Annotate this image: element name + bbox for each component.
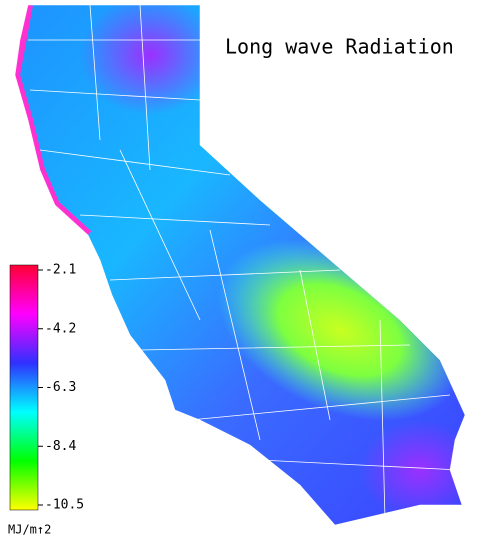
colorbar-label: MJ/m↑2 xyxy=(8,523,51,537)
colorbar-tick-label: -6.3 xyxy=(45,380,76,395)
map-title: Long wave Radiation xyxy=(225,35,454,59)
colorbar xyxy=(9,264,39,511)
colorbar-tick-label: -2.1 xyxy=(45,263,76,278)
colorbar-tick-label: -8.4 xyxy=(45,439,76,454)
colorbar-tick-label: -10.5 xyxy=(45,498,84,513)
colorbar-tick-label: -4.2 xyxy=(45,321,76,336)
